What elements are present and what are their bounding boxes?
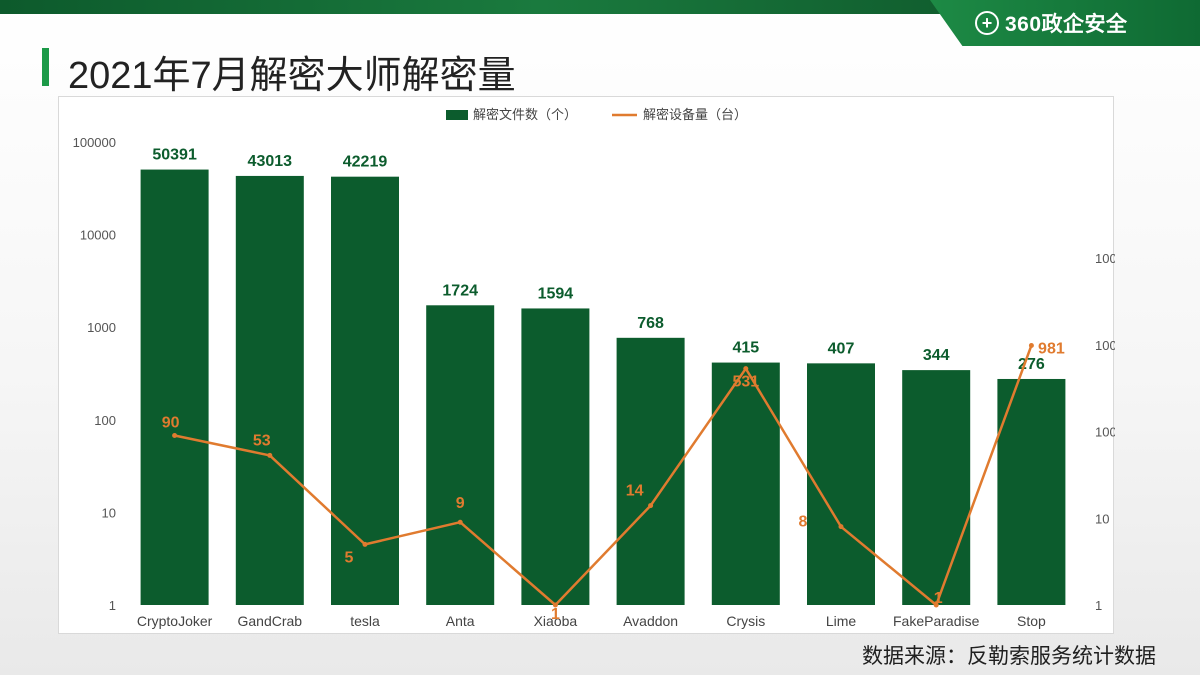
y-left-tick-label: 100000 <box>73 135 116 150</box>
x-tick-label: GandCrab <box>238 613 303 629</box>
line-value-label: 981 <box>1038 340 1065 357</box>
y-left-tick-label: 100 <box>94 413 116 428</box>
x-tick-label: Anta <box>446 613 475 629</box>
bar-value-label: 43013 <box>248 153 293 170</box>
y-right-tick-label: 100 <box>1095 425 1115 440</box>
y-left-tick-label: 10000 <box>80 228 116 243</box>
line-value-label: 8 <box>799 514 808 531</box>
page-title: 2021年7月解密大师解密量 <box>68 55 516 97</box>
line-point <box>1028 342 1034 348</box>
line-point <box>838 524 844 530</box>
line-point <box>743 366 749 372</box>
line-series <box>174 345 1033 607</box>
bar-value-label: 407 <box>828 340 855 357</box>
chart-area: 解密文件数（个） 解密设备量（台） 1 10 100 1000 10000 100000 1 10… <box>58 96 1115 634</box>
plus-circle-icon: + <box>975 11 999 35</box>
line-value-label: 53 <box>253 432 271 449</box>
bar <box>521 308 590 605</box>
top-band <box>0 0 1200 14</box>
line-value-label: 9 <box>456 495 465 512</box>
legend-label-line: 解密设备量（台） <box>643 107 747 122</box>
bar <box>997 378 1066 605</box>
bar <box>807 363 875 605</box>
line-value-label: 5 <box>345 549 354 566</box>
data-source-note: 数据来源：反勒索服务统计数据 <box>862 645 1156 668</box>
line-value-label: 1 <box>551 606 560 623</box>
bar <box>235 175 304 606</box>
y-right-tick-label: 1 <box>1095 598 1102 613</box>
y-right-tick-label: 10000 <box>1095 251 1115 266</box>
y-right-tick-label: 1000 <box>1095 338 1115 353</box>
y-left-tick-label: 1000 <box>87 320 116 335</box>
bar-value-label: 50391 <box>152 147 197 164</box>
line-point <box>648 503 654 509</box>
line-point <box>362 541 368 547</box>
x-tick-label: CryptoJoker <box>137 613 213 629</box>
line-point <box>933 602 939 608</box>
line-value-label: 14 <box>626 483 644 500</box>
x-tick-label: Crysis <box>726 613 765 629</box>
y-right-tick-label: 10 <box>1095 511 1109 526</box>
brand-logo: + 360政企安全 <box>975 7 1128 39</box>
title-accent-bar <box>42 48 49 86</box>
bar <box>902 370 971 605</box>
bar-value-label: 415 <box>732 340 759 357</box>
x-tick-label: tesla <box>350 613 380 629</box>
x-tick-label: Avaddon <box>623 613 678 629</box>
bar-value-label: 1724 <box>442 282 478 299</box>
x-tick-label: Stop <box>1017 613 1046 629</box>
line-point <box>267 452 273 458</box>
bar-value-label: 768 <box>637 315 664 332</box>
bar <box>426 305 495 605</box>
x-tick-label: Lime <box>826 613 857 629</box>
legend-swatch-bars <box>446 110 468 120</box>
bar-value-label: 1594 <box>538 285 574 302</box>
y-left-tick-label: 10 <box>102 505 116 520</box>
legend-label-bars: 解密文件数（个） <box>473 107 577 122</box>
line-point <box>457 519 463 525</box>
brand-text: 360政企安全 <box>1005 13 1128 36</box>
bar-value-label: 42219 <box>343 154 388 171</box>
bar-value-label: 344 <box>923 347 950 364</box>
line-point <box>172 432 178 438</box>
x-tick-label: FakeParadise <box>893 613 980 629</box>
bar <box>711 362 780 605</box>
line-value-label: 90 <box>162 414 180 431</box>
line-value-label: 1 <box>934 590 943 607</box>
line-point <box>552 602 558 608</box>
line-value-label: 531 <box>732 374 759 391</box>
combo-chart: 解密文件数（个） 解密设备量（台） 1 10 100 1000 10000 100000 1 10… <box>73 107 1115 629</box>
bar <box>331 176 399 605</box>
y-left-tick-label: 1 <box>109 598 116 613</box>
x-tick-label: Xiaoba <box>534 613 578 629</box>
bar <box>140 169 209 605</box>
